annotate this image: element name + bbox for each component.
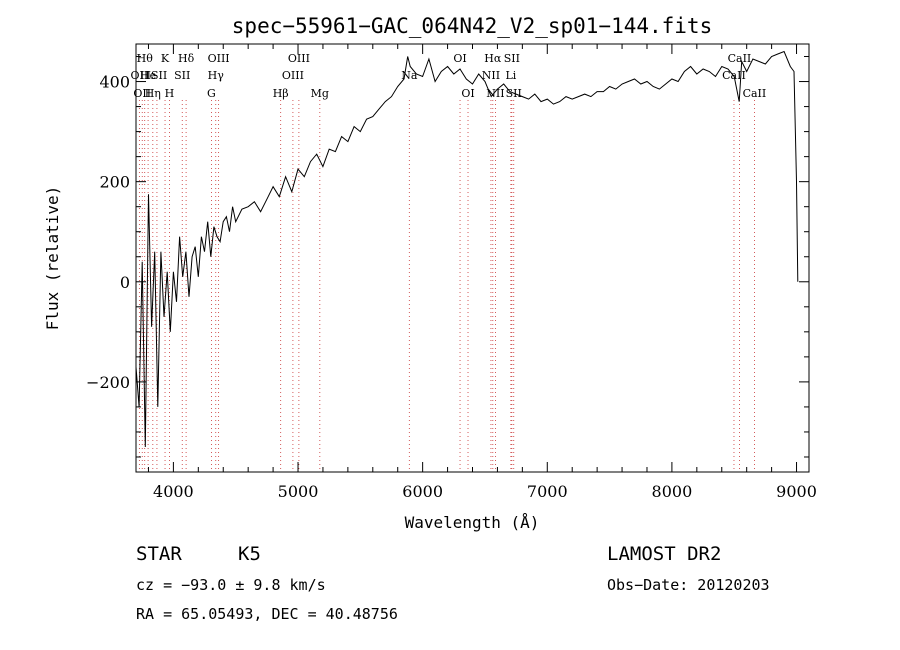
spectral-line-label: OIII: [288, 52, 310, 65]
spectral-line-label: Mg: [311, 87, 329, 100]
spectral-line-label: OII: [131, 69, 149, 82]
y-tick-label: −200: [86, 373, 130, 392]
spectral-line-label: CaII: [728, 52, 752, 65]
spectral-line-label: OIII: [208, 52, 230, 65]
spectral-line-label: Hγ: [208, 69, 225, 82]
chart-title: spec−55961−GAC_064N42_V2_sp01−144.fits: [232, 14, 712, 38]
obs-date: Obs−Date: 20120203: [607, 576, 770, 594]
x-axis-label: Wavelength (Å): [405, 513, 540, 532]
x-tick-label: 8000: [652, 482, 693, 501]
spectral-line-label: H: [165, 87, 175, 100]
spectral-line-label: Hα: [484, 52, 502, 65]
spectral-line-label: NII: [482, 69, 500, 82]
x-tick-label: 4000: [153, 482, 194, 501]
survey-name: LAMOST DR2: [607, 543, 721, 565]
y-tick-label: 400: [99, 73, 130, 92]
object-subclass: K5: [238, 543, 261, 565]
x-axis-ticks: 4000 5000 6000 7000 8000 9000: [147, 44, 817, 501]
spectral-line-label: NII: [486, 87, 504, 100]
spectrum-line: [135, 50, 799, 448]
x-tick-label: 5000: [278, 482, 319, 501]
x-tick-label: 6000: [402, 482, 443, 501]
spectral-line-label: SII: [504, 52, 520, 65]
spectral-line-label: Li: [505, 69, 516, 82]
object-class: STAR: [136, 543, 182, 565]
spectral-line-label: OIII: [282, 69, 304, 82]
spectral-line-label: ISII: [147, 69, 168, 82]
y-axis-ticks: −200 0 200 400: [86, 56, 809, 458]
spectral-line-label: SII: [174, 69, 190, 82]
x-tick-label: 7000: [527, 482, 568, 501]
redshift-cz: cz = −93.0 ± 9.8 km/s: [136, 576, 326, 594]
spectral-line-label: G: [207, 87, 216, 100]
spectral-line-label: OI: [461, 87, 474, 100]
spectral-line-label: Hβ: [273, 87, 289, 100]
y-tick-label: 0: [120, 273, 130, 292]
spectral-line-label: Hδ: [178, 52, 195, 65]
y-tick-label: 200: [99, 173, 130, 192]
spectral-line-label: K: [161, 52, 170, 65]
spectral-line-label: He: [140, 69, 156, 82]
spectral-line-label: Hη: [145, 87, 161, 100]
spectral-line-markers: OII OII Hθ He Hη ISII K H SII Hδ G Hγ OIII Hβ OIII OIII…: [131, 52, 767, 472]
spectral-line-label: CaII: [743, 87, 767, 100]
spectral-line-label: OII: [133, 87, 151, 100]
spectral-line-label: OI: [453, 52, 466, 65]
coordinates: RA = 65.05493, DEC = 40.48756: [136, 605, 398, 623]
x-tick-label: 9000: [776, 482, 817, 501]
spectral-line-label: Hθ: [137, 52, 154, 65]
y-axis-label: Flux (relative): [43, 186, 62, 331]
